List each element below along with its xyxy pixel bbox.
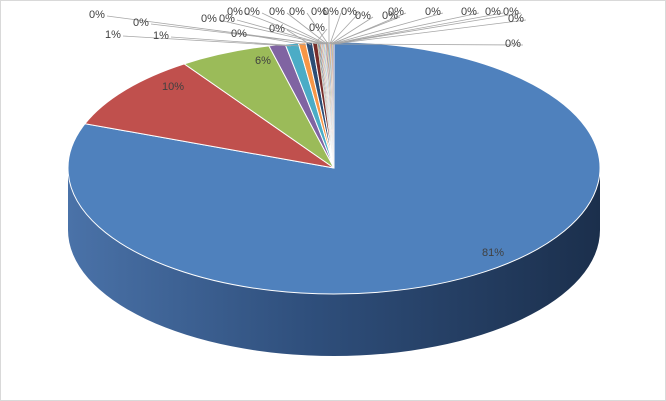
leader-line: [244, 12, 326, 45]
slice-label: 0%: [382, 10, 398, 22]
slice-label: 0%: [244, 6, 260, 18]
slice-label: 0%: [461, 6, 477, 18]
slice-label: 81%: [482, 247, 504, 259]
leader-line: [170, 36, 300, 47]
slice-label: 0%: [388, 6, 404, 18]
leader-line: [331, 12, 407, 45]
slice-label: 1%: [105, 29, 121, 41]
leader-line: [329, 12, 342, 45]
slice-label: 1%: [153, 30, 169, 42]
leader-line: [306, 12, 329, 45]
slice-label: 0%: [289, 6, 305, 18]
slice-label: 0%: [133, 17, 149, 29]
slice-label: 0%: [269, 6, 285, 18]
leader-line: [314, 28, 328, 45]
leader-line: [332, 19, 527, 45]
slice-label: 0%: [219, 13, 235, 25]
slice-label: 0%: [485, 6, 501, 18]
leader-line: [218, 19, 324, 45]
slice-label: 6%: [255, 55, 271, 67]
slice-label: 0%: [309, 22, 325, 34]
leader-line: [329, 12, 360, 45]
slice-label: 0%: [425, 6, 441, 18]
pie-side: [68, 168, 600, 356]
slice-label: 10%: [162, 81, 184, 93]
slice-label: 0%: [323, 6, 339, 18]
leader-line: [286, 12, 328, 45]
slice-label: 0%: [201, 13, 217, 25]
leader-line: [332, 12, 522, 45]
leader-line: [331, 12, 444, 45]
slice-label: 0%: [231, 28, 247, 40]
slice-label: 0%: [227, 6, 243, 18]
slice-label: 0%: [311, 6, 327, 18]
leader-line: [330, 16, 374, 45]
slice-label: 0%: [508, 13, 524, 25]
leader-line: [122, 35, 292, 47]
slice-label: 0%: [503, 6, 519, 18]
pie-slice: [84, 63, 335, 169]
slice-label: 0%: [89, 9, 105, 21]
leader-line: [261, 12, 327, 45]
slice-label: 0%: [269, 23, 285, 35]
leader-line: [332, 12, 480, 45]
slice-label: 0%: [355, 10, 371, 22]
leader-line: [150, 23, 322, 45]
leader-line: [236, 19, 325, 45]
slice-label: 0%: [341, 6, 357, 18]
leader-line: [332, 12, 504, 45]
slice-label: 0%: [505, 38, 521, 50]
leader-line: [332, 43, 524, 46]
